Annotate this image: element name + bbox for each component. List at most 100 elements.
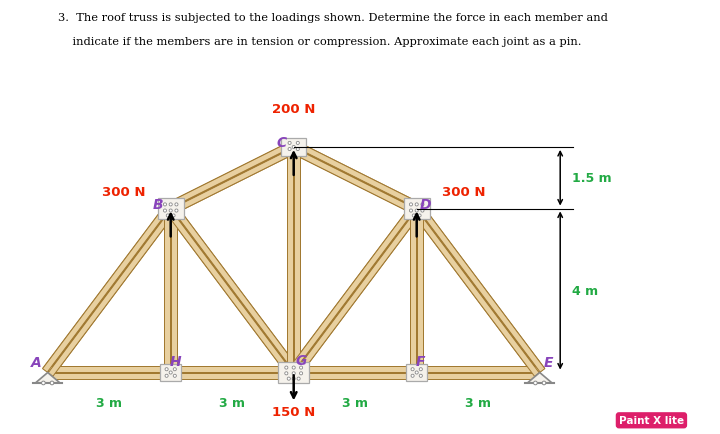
Circle shape	[418, 214, 421, 217]
Circle shape	[411, 368, 414, 371]
Circle shape	[50, 381, 54, 385]
Circle shape	[285, 372, 288, 375]
Text: H: H	[170, 354, 181, 368]
Circle shape	[292, 366, 295, 369]
Polygon shape	[158, 198, 184, 220]
Polygon shape	[35, 373, 60, 383]
Circle shape	[542, 381, 546, 385]
Polygon shape	[287, 148, 301, 373]
Text: F: F	[416, 354, 426, 368]
Polygon shape	[164, 209, 170, 373]
Polygon shape	[406, 365, 428, 381]
Circle shape	[300, 366, 302, 369]
Circle shape	[169, 210, 172, 213]
Circle shape	[415, 204, 418, 207]
Circle shape	[421, 204, 424, 207]
Circle shape	[415, 210, 418, 213]
Polygon shape	[294, 373, 417, 379]
Polygon shape	[278, 362, 310, 383]
Circle shape	[287, 377, 290, 380]
Polygon shape	[288, 205, 422, 377]
Text: 4 m: 4 m	[572, 284, 598, 297]
Circle shape	[292, 377, 295, 380]
Circle shape	[169, 371, 172, 374]
Polygon shape	[48, 209, 176, 376]
Text: 3 m: 3 m	[96, 396, 122, 408]
Polygon shape	[171, 205, 299, 372]
Circle shape	[292, 372, 295, 375]
Text: Paint X lite: Paint X lite	[619, 415, 684, 425]
Text: 3.  The roof truss is subjected to the loadings shown. Determine the force in ea: 3. The roof truss is subjected to the lo…	[58, 13, 608, 23]
Polygon shape	[42, 205, 170, 372]
Circle shape	[410, 204, 413, 207]
Polygon shape	[168, 142, 294, 208]
Polygon shape	[410, 209, 416, 373]
Polygon shape	[171, 373, 294, 379]
Polygon shape	[171, 366, 294, 372]
Text: G: G	[295, 353, 307, 367]
Circle shape	[163, 210, 166, 213]
Circle shape	[169, 204, 172, 207]
Circle shape	[42, 381, 45, 385]
Polygon shape	[166, 209, 293, 376]
Polygon shape	[412, 209, 539, 376]
Polygon shape	[410, 209, 423, 373]
Text: 3 m: 3 m	[219, 396, 246, 408]
Circle shape	[411, 375, 414, 378]
Polygon shape	[165, 205, 300, 377]
Circle shape	[288, 142, 291, 145]
Circle shape	[413, 214, 415, 217]
Text: 1.5 m: 1.5 m	[572, 172, 611, 185]
Circle shape	[534, 381, 537, 385]
Text: indicate if the members are in tension or compression. Approximate each joint as: indicate if the members are in tension o…	[58, 37, 581, 47]
Polygon shape	[160, 365, 181, 381]
Polygon shape	[287, 148, 293, 373]
Text: E: E	[544, 355, 554, 369]
Circle shape	[285, 366, 288, 369]
Polygon shape	[282, 138, 306, 157]
Polygon shape	[294, 142, 420, 208]
Circle shape	[175, 210, 178, 213]
Circle shape	[296, 148, 300, 151]
Circle shape	[166, 214, 169, 217]
Polygon shape	[42, 205, 176, 377]
Polygon shape	[289, 205, 416, 372]
Text: 3 m: 3 m	[342, 396, 368, 408]
Polygon shape	[294, 209, 422, 376]
Text: 3 m: 3 m	[465, 396, 491, 408]
Polygon shape	[527, 373, 552, 383]
Polygon shape	[404, 198, 430, 220]
Circle shape	[175, 204, 178, 207]
Polygon shape	[418, 209, 423, 373]
Polygon shape	[417, 366, 540, 372]
Polygon shape	[417, 366, 540, 380]
Text: 300 N: 300 N	[442, 186, 485, 199]
Polygon shape	[294, 366, 417, 372]
Circle shape	[165, 375, 168, 378]
Circle shape	[174, 375, 176, 378]
Polygon shape	[171, 366, 294, 380]
Polygon shape	[294, 366, 417, 380]
Text: D: D	[420, 197, 431, 211]
Circle shape	[292, 146, 295, 149]
Polygon shape	[171, 148, 297, 215]
Circle shape	[300, 372, 302, 375]
Circle shape	[297, 377, 300, 380]
Polygon shape	[411, 205, 545, 377]
Circle shape	[419, 368, 423, 371]
Polygon shape	[291, 141, 420, 215]
Text: B: B	[152, 197, 163, 211]
Text: 300 N: 300 N	[102, 186, 145, 199]
Polygon shape	[163, 209, 178, 373]
Text: 200 N: 200 N	[272, 103, 315, 116]
Circle shape	[415, 371, 418, 374]
Polygon shape	[168, 141, 297, 215]
Polygon shape	[171, 209, 177, 373]
Polygon shape	[48, 366, 171, 372]
Circle shape	[296, 142, 300, 145]
Circle shape	[288, 148, 291, 151]
Polygon shape	[417, 205, 545, 372]
Text: C: C	[276, 136, 287, 150]
Circle shape	[421, 210, 424, 213]
Text: 150 N: 150 N	[272, 405, 315, 418]
